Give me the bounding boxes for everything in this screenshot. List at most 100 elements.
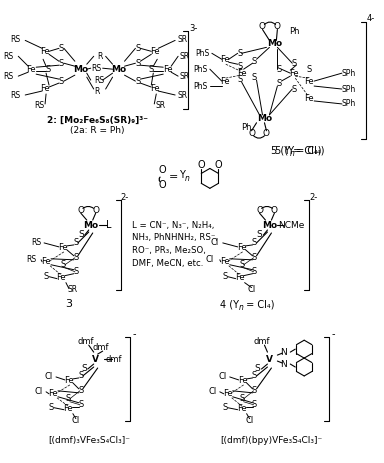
Text: Fe: Fe xyxy=(237,244,247,252)
Text: RS: RS xyxy=(31,238,41,247)
Text: Fe: Fe xyxy=(58,244,68,252)
Text: S: S xyxy=(45,65,51,74)
Text: S: S xyxy=(60,260,66,269)
Text: S: S xyxy=(58,76,64,86)
Text: Fe: Fe xyxy=(237,404,247,413)
Text: (2a: R = Ph): (2a: R = Ph) xyxy=(70,126,125,135)
Text: O: O xyxy=(92,206,99,215)
Text: S: S xyxy=(257,231,262,239)
Text: PhS: PhS xyxy=(194,81,208,91)
Text: 2-: 2- xyxy=(120,193,129,202)
Text: 3-: 3- xyxy=(189,24,197,33)
Text: O: O xyxy=(159,165,166,175)
Text: n: n xyxy=(239,303,243,312)
Text: O: O xyxy=(263,129,270,138)
Text: Ph: Ph xyxy=(242,123,252,132)
Text: N: N xyxy=(280,348,287,357)
Text: SR: SR xyxy=(68,285,78,294)
Text: S: S xyxy=(78,371,83,381)
Text: RS: RS xyxy=(10,92,20,100)
Text: O: O xyxy=(256,206,263,215)
Text: S: S xyxy=(136,44,141,53)
Text: S: S xyxy=(78,386,83,395)
Text: -: - xyxy=(132,329,136,339)
Text: S: S xyxy=(81,364,87,374)
Text: S: S xyxy=(306,65,312,74)
Text: RS: RS xyxy=(3,72,13,81)
Text: RS: RS xyxy=(34,101,44,110)
Text: Fe: Fe xyxy=(235,273,245,282)
Text: SR: SR xyxy=(180,72,190,81)
Text: 5 (Y: 5 (Y xyxy=(275,145,294,156)
Text: S: S xyxy=(149,65,154,74)
Text: S: S xyxy=(239,394,244,403)
Text: Cl: Cl xyxy=(45,372,53,382)
Text: O: O xyxy=(274,22,281,31)
Text: S: S xyxy=(78,231,84,239)
Text: Fe: Fe xyxy=(223,389,233,398)
Text: S: S xyxy=(277,65,282,74)
Text: Cl: Cl xyxy=(72,416,80,425)
Text: = Cl₄): = Cl₄) xyxy=(290,145,322,156)
Text: n: n xyxy=(185,174,190,183)
Text: 5 (Y: 5 (Y xyxy=(271,145,291,156)
Text: NCMe: NCMe xyxy=(278,220,305,230)
Text: R: R xyxy=(94,87,99,95)
Text: S: S xyxy=(43,272,49,281)
Text: Y: Y xyxy=(179,170,185,181)
Text: S: S xyxy=(252,400,257,409)
Text: S: S xyxy=(255,364,260,374)
Text: DMF, MeCN, etc.: DMF, MeCN, etc. xyxy=(132,259,204,268)
Text: S: S xyxy=(252,238,257,247)
Text: S: S xyxy=(58,59,64,68)
Text: Fe: Fe xyxy=(48,389,58,398)
Text: Cl: Cl xyxy=(35,388,43,396)
Text: S: S xyxy=(252,386,257,395)
Text: S: S xyxy=(237,62,242,71)
Text: Cl: Cl xyxy=(209,388,217,396)
Text: S: S xyxy=(252,267,257,276)
Text: Fe: Fe xyxy=(41,257,51,266)
Text: Cl: Cl xyxy=(211,238,219,247)
Text: S: S xyxy=(237,49,242,58)
Text: [(dmf)(bpy)VFe₃S₄Cl₃]⁻: [(dmf)(bpy)VFe₃S₄Cl₃]⁻ xyxy=(220,436,323,445)
Text: S: S xyxy=(239,260,244,269)
Text: Cl: Cl xyxy=(247,285,256,294)
Text: S: S xyxy=(73,238,78,247)
Text: O: O xyxy=(259,22,266,31)
Text: 2: [Mo₂Fe₆S₈(SR)₉]³⁻: 2: [Mo₂Fe₆S₈(SR)₉]³⁻ xyxy=(47,116,148,125)
Text: O: O xyxy=(271,206,278,215)
Text: = Cl₄): = Cl₄) xyxy=(293,145,325,156)
Text: O: O xyxy=(215,161,222,170)
Text: S: S xyxy=(222,272,227,281)
Text: Fe: Fe xyxy=(237,69,247,78)
Text: SPh: SPh xyxy=(342,100,356,108)
Text: Fe: Fe xyxy=(56,273,66,282)
Text: S: S xyxy=(65,394,71,403)
Text: O: O xyxy=(77,206,84,215)
Text: Fe: Fe xyxy=(290,69,299,78)
Text: Fe: Fe xyxy=(151,47,160,56)
Text: S: S xyxy=(58,44,64,53)
Text: Fe: Fe xyxy=(40,83,50,93)
Text: S: S xyxy=(277,79,282,88)
Text: Mo: Mo xyxy=(83,220,98,230)
Text: dmf: dmf xyxy=(78,337,94,346)
Text: dmf: dmf xyxy=(105,355,122,363)
Text: S: S xyxy=(252,73,257,81)
Text: SR: SR xyxy=(155,101,165,110)
Text: RS: RS xyxy=(10,35,20,44)
Text: Fe: Fe xyxy=(238,376,247,385)
Text: 2-: 2- xyxy=(309,193,317,202)
Text: SPh: SPh xyxy=(342,69,356,78)
Text: Fe: Fe xyxy=(40,47,50,56)
Text: L = CN⁻, N₃⁻, N₂H₄,: L = CN⁻, N₃⁻, N₂H₄, xyxy=(132,220,215,230)
Text: Mo: Mo xyxy=(267,39,282,48)
Text: V: V xyxy=(266,355,273,363)
Text: S: S xyxy=(252,253,257,263)
Text: Mo: Mo xyxy=(111,65,126,74)
Text: [(dmf)₃VFe₃S₄Cl₃]⁻: [(dmf)₃VFe₃S₄Cl₃]⁻ xyxy=(48,436,130,445)
Text: S: S xyxy=(252,57,257,66)
Text: S: S xyxy=(136,76,141,86)
Text: RS: RS xyxy=(92,64,102,73)
